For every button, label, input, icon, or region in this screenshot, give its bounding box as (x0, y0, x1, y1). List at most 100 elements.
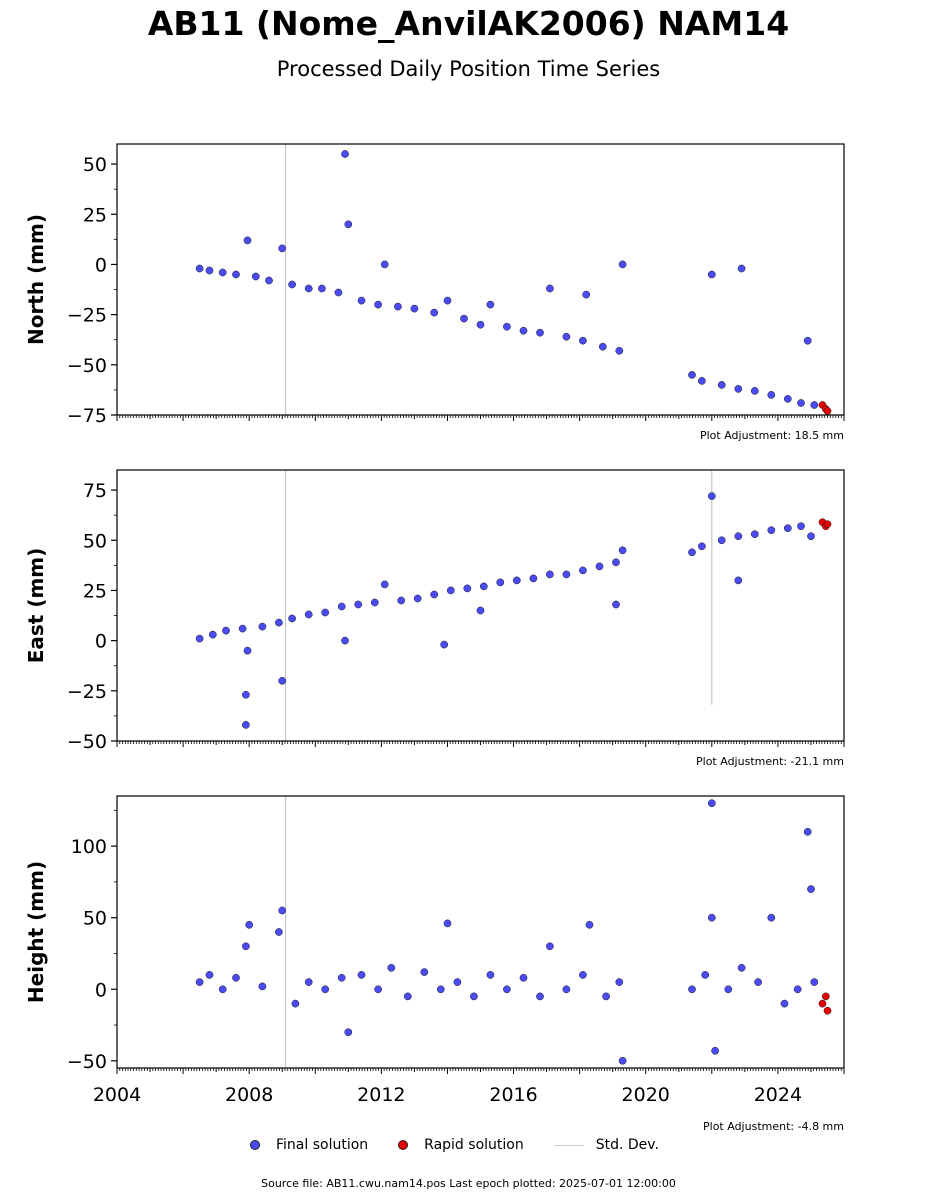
height-final-point (357, 971, 366, 979)
north-final-point (618, 260, 627, 269)
legend-final-marker (250, 1140, 260, 1150)
east-y-tick-label: −25 (67, 681, 107, 703)
east-final-point (288, 614, 296, 623)
height-final-point (470, 992, 478, 1001)
height-final-point (232, 973, 240, 982)
east-final-point (222, 626, 230, 635)
height-final-point (803, 827, 812, 836)
north-plot-adjustment: Plot Adjustment: 18.5 mm (700, 429, 844, 442)
east-final-point (341, 636, 349, 645)
legend-rapid-marker (398, 1140, 409, 1150)
height-x-tick-label: 2004 (93, 1084, 141, 1106)
north-final-point (374, 300, 382, 309)
height-final-point (195, 978, 204, 986)
north-final-point (344, 220, 353, 229)
north-final-point (707, 270, 716, 279)
north-final-point (582, 290, 591, 299)
height-y-tick-label: −50 (67, 1051, 107, 1073)
north-final-point (410, 304, 419, 313)
east-final-point (612, 600, 620, 609)
north-final-point (797, 399, 805, 407)
height-rapid-point (823, 1006, 832, 1015)
height-final-point (387, 963, 396, 972)
east-final-point (698, 542, 706, 551)
east-final-point (337, 602, 346, 611)
north-final-point (380, 260, 389, 269)
legend: Final solution Rapid solution Std. Dev. (250, 1137, 689, 1153)
east-final-point (258, 622, 267, 631)
east-final-point (595, 562, 604, 571)
north-final-point (698, 377, 706, 385)
height-final-point (780, 999, 789, 1008)
height-y-tick-label: 50 (83, 908, 107, 930)
height-x-tick-label: 2016 (489, 1084, 537, 1106)
height-final-point (321, 985, 330, 994)
east-rapid-point (823, 520, 832, 529)
north-final-point (278, 244, 287, 253)
legend-item-final: Final solution (250, 1137, 368, 1153)
east-final-point (479, 582, 488, 591)
east-final-point (734, 576, 743, 585)
height-final-point (486, 971, 495, 979)
east-final-point (546, 570, 554, 579)
north-final-point (476, 320, 485, 329)
height-x-tick-label: 2024 (754, 1084, 802, 1106)
east-final-point (734, 532, 743, 541)
north-final-point (334, 288, 343, 297)
height-final-point (615, 978, 624, 986)
height-final-point (807, 885, 815, 893)
legend-std-label: Std. Dev. (595, 1137, 659, 1153)
north-final-point (460, 314, 468, 323)
north-y-tick-label: 25 (83, 204, 107, 226)
east-plot-frame (116, 469, 845, 742)
height-final-point (618, 1056, 627, 1065)
east-final-point (440, 640, 449, 649)
east-plot-adjustment: Plot Adjustment: -21.1 mm (696, 755, 844, 768)
east-final-point (512, 576, 521, 585)
legend-item-rapid: Rapid solution (398, 1137, 524, 1153)
east-final-point (618, 546, 627, 555)
height-final-point (436, 985, 445, 994)
east-final-point (750, 530, 759, 539)
north-final-point (737, 264, 746, 273)
east-final-point (430, 590, 439, 599)
height-final-point (688, 985, 696, 994)
north-y-tick-label: −75 (67, 405, 107, 427)
north-final-point (304, 284, 313, 293)
east-final-point (397, 596, 406, 605)
north-plot-frame (116, 143, 845, 416)
east-final-point (579, 566, 587, 575)
legend-item-std: Std. Dev. (553, 1137, 659, 1153)
north-final-point (546, 284, 554, 293)
height-final-point (278, 906, 287, 915)
height-final-point (218, 985, 227, 994)
east-final-point (612, 558, 620, 567)
east-final-point (242, 690, 250, 699)
north-final-point (430, 308, 439, 317)
height-final-point (602, 992, 610, 1001)
east-y-tick-label: −50 (67, 731, 107, 753)
height-x-tick-label: 2020 (622, 1084, 670, 1106)
height-final-point (258, 982, 267, 991)
north-final-point (443, 296, 452, 305)
north-final-point (232, 270, 240, 279)
north-final-point (394, 302, 402, 311)
north-final-point (810, 401, 819, 409)
height-final-point (793, 985, 802, 994)
east-final-point (370, 598, 379, 607)
height-y-tick-label: 100 (71, 836, 107, 858)
north-final-point (767, 391, 776, 399)
east-final-point (238, 624, 247, 633)
height-final-point (242, 942, 250, 951)
east-final-point (413, 594, 422, 603)
height-x-tick-label: 2012 (357, 1084, 405, 1106)
north-final-point (783, 395, 792, 403)
height-y-tick-label: 0 (95, 979, 107, 1001)
height-final-point (767, 913, 776, 922)
height-final-point (754, 978, 762, 986)
height-rapid-point (818, 999, 827, 1008)
east-final-point (321, 608, 330, 617)
height-final-point (579, 971, 587, 979)
north-final-point (579, 336, 587, 345)
